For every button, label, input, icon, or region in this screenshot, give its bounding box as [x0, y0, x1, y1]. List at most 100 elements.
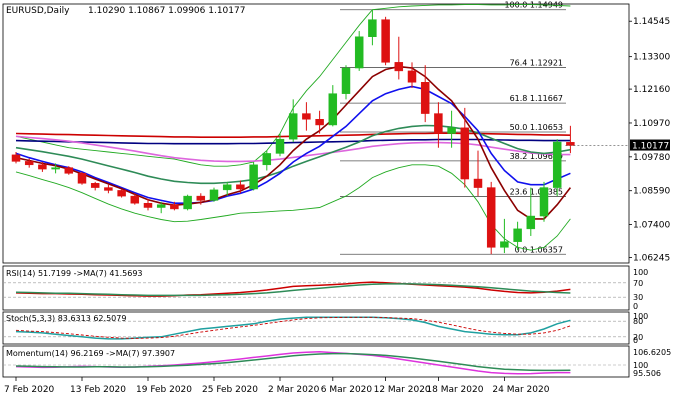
moving-averages [15, 65, 572, 220]
candle-body-2 [38, 164, 47, 170]
candle-body-25 [341, 67, 351, 94]
sub1-tick-2: 20 [633, 333, 643, 342]
x-tick-label-2: 19 Feb 2020 [136, 385, 192, 395]
sub2-tick-1: 100 [633, 361, 648, 370]
sub1-series-1 [15, 316, 571, 339]
stoch-label: Stoch(5,3,3) 83.6313 62.5079 [6, 314, 126, 323]
rsi-lines [3, 281, 629, 298]
candle-body-7 [104, 187, 113, 191]
momentum-lines [3, 351, 629, 375]
y-tick-label-5: 1.08590 [633, 187, 670, 197]
candle-body-36 [486, 187, 496, 248]
y-tick-label-2: 1.12160 [633, 85, 670, 95]
sub2-series-1 [15, 352, 571, 372]
bollinger-lower-line [15, 164, 571, 251]
main-price-panel: 100.0 1.14949 76.4 1.12921 61.8 1.11667 50.… [2, 1, 670, 263]
rsi-panel: RSI(14) 51.7199 ->MA(7) 41.5693 100 70 300 [2, 265, 648, 311]
candle-body-15 [209, 189, 219, 201]
y-tick-label-6: 1.07400 [633, 221, 670, 231]
candle-body-14 [196, 195, 206, 201]
candle-body-20 [275, 138, 285, 154]
sub0-tick-1: 70 [633, 279, 643, 288]
moving-average-line-1 [15, 65, 572, 220]
fib-label-6: 0.0 1.06357 [515, 245, 563, 254]
x-tick-label-0: 7 Feb 2020 [4, 385, 55, 395]
candle-body-37 [500, 241, 509, 248]
current-price-tag: 1.10177 [630, 139, 670, 152]
sub0-tick-2: 30 [633, 293, 643, 302]
y-tick-label-4: 1.09780 [633, 153, 670, 163]
candle-body-8 [117, 190, 126, 197]
sub2-tick-0: 106.6205 [633, 348, 671, 357]
candle-body-6 [90, 183, 100, 188]
current-price-box [630, 139, 670, 151]
rsi-label: RSI(14) 51.7199 ->MA(7) 41.5693 [6, 269, 143, 278]
candle-body-42 [566, 142, 575, 146]
candle-body-32 [434, 113, 443, 134]
fib-label-5: 23.6 1.08385 [510, 188, 563, 197]
x-tick-label-3: 25 Feb 2020 [202, 385, 258, 395]
candle-body-5 [77, 173, 87, 184]
candles [11, 9, 575, 255]
x-tick-label-1: 13 Feb 2020 [70, 385, 126, 395]
sub0-series-1 [15, 283, 571, 297]
candle-body-16 [222, 184, 232, 191]
candle-body-22 [302, 113, 311, 120]
candle-body-38 [513, 228, 522, 242]
candle-body-11 [156, 204, 166, 208]
sub1-tick-3: 0 [633, 336, 638, 345]
moving-average-line-3 [15, 135, 571, 163]
candle-body-30 [407, 70, 417, 83]
x-axis: 7 Feb 2020 13 Feb 2020 19 Feb 2020 25 Feb 2… [4, 377, 550, 395]
candle-body-35 [473, 178, 483, 188]
candle-body-0 [11, 154, 21, 162]
candle-body-40 [539, 187, 549, 217]
fib-label-0: 100.0 1.14949 [504, 1, 563, 10]
candle-body-33 [447, 127, 456, 134]
candle-body-13 [183, 195, 192, 210]
sub2-tick-2: 95.506 [633, 369, 661, 378]
y-tick-label-3: 1.10970 [633, 119, 670, 129]
ohlc-label: 1.10290 1.10867 1.09906 1.10177 [88, 6, 245, 16]
candle-body-27 [368, 19, 377, 37]
candle-body-10 [143, 202, 153, 208]
candle-body-34 [460, 127, 470, 180]
fibonacci-levels: 100.0 1.14949 76.4 1.12921 61.8 1.11667 50.… [340, 1, 566, 255]
candle-body-31 [420, 82, 430, 114]
candle-body-39 [526, 215, 536, 230]
candle-body-1 [24, 161, 34, 166]
momentum-panel: Momentum(14) 96.2169 ->MA(7) 97.3907 106… [2, 345, 671, 378]
y-tick-label-7: 1.06245 [633, 253, 670, 263]
candle-body-26 [354, 36, 364, 69]
fib-label-3: 50.0 1.10653 [510, 123, 563, 132]
sub0-tick-3: 0 [633, 302, 638, 311]
candle-body-23 [315, 119, 324, 126]
fib-label-4: 38.2 1.09639 [510, 152, 563, 161]
momentum-label: Momentum(14) 96.2169 ->MA(7) 97.3907 [6, 349, 175, 358]
candle-body-3 [51, 167, 60, 170]
x-tick-label-6: 12 Mar 2020 [374, 385, 431, 395]
candle-body-24 [328, 93, 338, 126]
candle-body-29 [394, 62, 404, 72]
candle-body-4 [64, 167, 74, 174]
candle-body-18 [249, 164, 258, 190]
candle-body-12 [170, 204, 179, 210]
candle-body-9 [130, 195, 140, 204]
x-tick-label-5: 6 Mar 2020 [321, 385, 373, 395]
rsi-axis: 100 70 300 [633, 268, 648, 311]
sub1-series-0 [15, 316, 571, 340]
candle-body-21 [288, 113, 298, 140]
candle-body-17 [236, 184, 245, 190]
fib-label-1: 76.4 1.12921 [510, 58, 563, 67]
current-price-text: 1.10177 [632, 142, 669, 152]
candle-body-41 [552, 141, 562, 188]
y-tick-label-1: 1.13300 [633, 53, 670, 63]
moving-average-line-2 [15, 124, 571, 185]
y-tick-label-0: 1.14545 [633, 17, 670, 27]
symbol-label: EURUSD,Daily [6, 6, 70, 16]
candle-body-19 [262, 153, 272, 166]
